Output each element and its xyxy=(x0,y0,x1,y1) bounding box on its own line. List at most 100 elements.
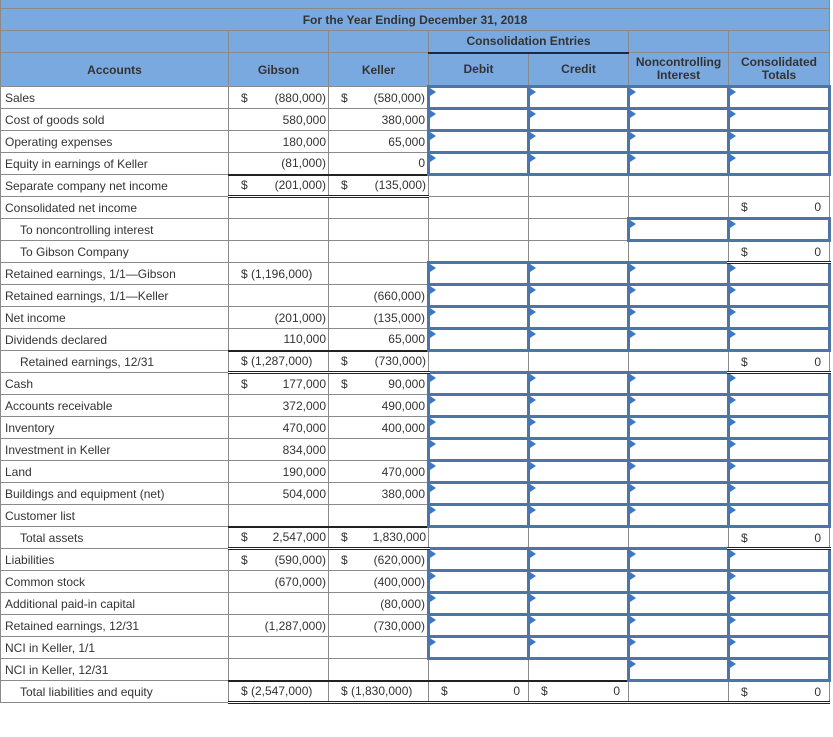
noncontrolling-interest-input-cell[interactable] xyxy=(627,459,730,484)
debit-input[interactable] xyxy=(430,132,527,151)
debit-input-cell[interactable] xyxy=(427,261,530,286)
credit-input[interactable] xyxy=(530,484,627,503)
credit-input[interactable] xyxy=(530,132,627,151)
credit-input-cell[interactable] xyxy=(527,85,630,110)
credit-input[interactable] xyxy=(530,154,627,173)
credit-input-cell[interactable] xyxy=(527,459,630,484)
consolidated-totals-input[interactable] xyxy=(730,660,828,679)
noncontrolling-interest-input[interactable] xyxy=(630,616,727,635)
credit-input-cell[interactable] xyxy=(527,437,630,462)
consolidated-totals-input-cell[interactable] xyxy=(727,657,831,682)
credit-input-cell[interactable] xyxy=(527,129,630,154)
noncontrolling-interest-input[interactable] xyxy=(630,506,727,525)
debit-input-cell[interactable] xyxy=(427,437,530,462)
debit-input[interactable] xyxy=(430,572,527,591)
consolidated-totals-input[interactable] xyxy=(730,154,828,173)
noncontrolling-interest-input[interactable] xyxy=(630,660,727,679)
consolidated-totals-input-cell[interactable] xyxy=(727,613,831,638)
consolidated-totals-input[interactable] xyxy=(730,506,828,525)
noncontrolling-interest-input-cell[interactable] xyxy=(627,481,730,506)
credit-input-cell[interactable] xyxy=(527,283,630,308)
consolidated-totals-input-cell[interactable] xyxy=(727,569,831,594)
debit-input[interactable] xyxy=(430,550,527,569)
debit-input[interactable] xyxy=(430,154,527,173)
noncontrolling-interest-input-cell[interactable] xyxy=(627,151,730,176)
noncontrolling-interest-input[interactable] xyxy=(630,110,727,129)
consolidated-totals-input-cell[interactable] xyxy=(727,415,831,440)
credit-input-cell[interactable] xyxy=(527,151,630,176)
debit-input[interactable] xyxy=(430,330,527,349)
consolidated-totals-input[interactable] xyxy=(730,264,828,283)
noncontrolling-interest-input[interactable] xyxy=(630,550,727,569)
debit-input-cell[interactable] xyxy=(427,591,530,616)
debit-input-cell[interactable] xyxy=(427,107,530,132)
noncontrolling-interest-input[interactable] xyxy=(630,462,727,481)
credit-input-cell[interactable] xyxy=(527,613,630,638)
credit-input[interactable] xyxy=(530,638,627,657)
noncontrolling-interest-input[interactable] xyxy=(630,154,727,173)
noncontrolling-interest-input-cell[interactable] xyxy=(627,635,730,660)
noncontrolling-interest-input-cell[interactable] xyxy=(627,107,730,132)
noncontrolling-interest-input-cell[interactable] xyxy=(627,129,730,154)
credit-input[interactable] xyxy=(530,594,627,613)
credit-input[interactable] xyxy=(530,374,627,393)
debit-input[interactable] xyxy=(430,396,527,415)
consolidated-totals-input-cell[interactable] xyxy=(727,393,831,418)
consolidated-totals-input[interactable] xyxy=(730,286,828,305)
noncontrolling-interest-input-cell[interactable] xyxy=(627,591,730,616)
credit-input-cell[interactable] xyxy=(527,635,630,660)
credit-input[interactable] xyxy=(530,308,627,327)
debit-input[interactable] xyxy=(430,88,527,107)
credit-input-cell[interactable] xyxy=(527,371,630,396)
consolidated-totals-input-cell[interactable] xyxy=(727,217,831,242)
noncontrolling-interest-input-cell[interactable] xyxy=(627,393,730,418)
noncontrolling-interest-input-cell[interactable] xyxy=(627,437,730,462)
credit-input-cell[interactable] xyxy=(527,305,630,330)
noncontrolling-interest-input-cell[interactable] xyxy=(627,613,730,638)
noncontrolling-interest-input-cell[interactable] xyxy=(627,371,730,396)
debit-input[interactable] xyxy=(430,616,527,635)
debit-input[interactable] xyxy=(430,484,527,503)
noncontrolling-interest-input[interactable] xyxy=(630,264,727,283)
consolidated-totals-input[interactable] xyxy=(730,462,828,481)
consolidated-totals-input-cell[interactable] xyxy=(727,151,831,176)
debit-input-cell[interactable] xyxy=(427,283,530,308)
consolidated-totals-input[interactable] xyxy=(730,418,828,437)
debit-input-cell[interactable] xyxy=(427,305,530,330)
noncontrolling-interest-input[interactable] xyxy=(630,572,727,591)
credit-input-cell[interactable] xyxy=(527,261,630,286)
credit-input[interactable] xyxy=(530,462,627,481)
noncontrolling-interest-input-cell[interactable] xyxy=(627,547,730,572)
noncontrolling-interest-input-cell[interactable] xyxy=(627,657,730,682)
debit-input[interactable] xyxy=(430,638,527,657)
consolidated-totals-input[interactable] xyxy=(730,440,828,459)
debit-input-cell[interactable] xyxy=(427,415,530,440)
credit-input-cell[interactable] xyxy=(527,393,630,418)
consolidated-totals-input-cell[interactable] xyxy=(727,283,831,308)
debit-input-cell[interactable] xyxy=(427,371,530,396)
consolidated-totals-input-cell[interactable] xyxy=(727,107,831,132)
debit-input-cell[interactable] xyxy=(427,129,530,154)
noncontrolling-interest-input-cell[interactable] xyxy=(627,283,730,308)
consolidated-totals-input-cell[interactable] xyxy=(727,547,831,572)
consolidated-totals-input-cell[interactable] xyxy=(727,305,831,330)
credit-input[interactable] xyxy=(530,110,627,129)
noncontrolling-interest-input[interactable] xyxy=(630,396,727,415)
debit-input[interactable] xyxy=(430,440,527,459)
debit-input[interactable] xyxy=(430,506,527,525)
debit-input-cell[interactable] xyxy=(427,393,530,418)
credit-input-cell[interactable] xyxy=(527,107,630,132)
noncontrolling-interest-input[interactable] xyxy=(630,484,727,503)
debit-input-cell[interactable] xyxy=(427,85,530,110)
noncontrolling-interest-input-cell[interactable] xyxy=(627,85,730,110)
consolidated-totals-input[interactable] xyxy=(730,484,828,503)
consolidated-totals-input-cell[interactable] xyxy=(727,635,831,660)
credit-input-cell[interactable] xyxy=(527,481,630,506)
credit-input[interactable] xyxy=(530,418,627,437)
noncontrolling-interest-input-cell[interactable] xyxy=(627,415,730,440)
debit-input[interactable] xyxy=(430,462,527,481)
credit-input-cell[interactable] xyxy=(527,547,630,572)
consolidated-totals-input[interactable] xyxy=(730,396,828,415)
debit-input[interactable] xyxy=(430,110,527,129)
noncontrolling-interest-input-cell[interactable] xyxy=(627,327,730,352)
